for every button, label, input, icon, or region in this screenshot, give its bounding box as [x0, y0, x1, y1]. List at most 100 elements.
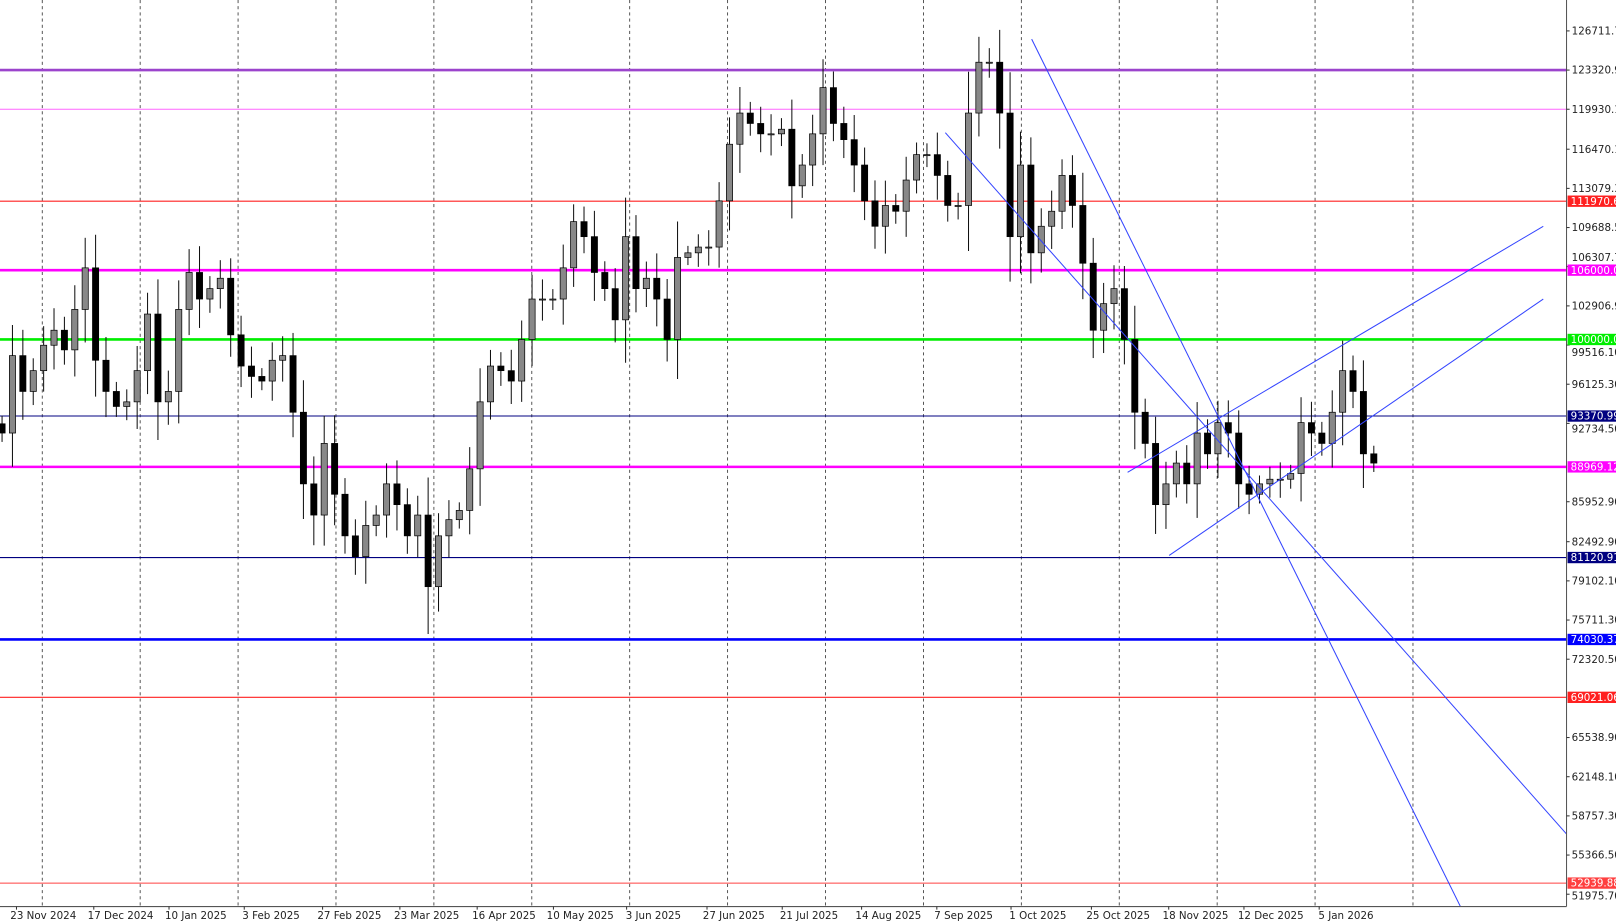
candle	[881, 180, 889, 254]
candle-body	[50, 329, 58, 346]
x-tick-label: 16 Apr 2025	[472, 910, 536, 922]
descending-channel-lower	[944, 132, 1616, 891]
candle	[622, 197, 630, 363]
candle	[1349, 355, 1357, 409]
candle	[112, 381, 120, 417]
candle	[466, 447, 474, 535]
candle	[892, 194, 900, 224]
candle-body	[549, 298, 557, 301]
candle	[1193, 402, 1201, 518]
level-price-label-bg	[1567, 633, 1616, 646]
candle	[809, 114, 817, 187]
candle-body	[248, 365, 255, 377]
level-price-label-bg	[1567, 333, 1616, 346]
candle	[528, 274, 536, 367]
candle	[1224, 400, 1232, 458]
candle	[164, 370, 172, 425]
trendlines	[944, 38, 1616, 913]
candle	[1370, 445, 1378, 472]
candle-body	[1079, 205, 1087, 264]
candle-body	[196, 272, 203, 300]
candle-body	[19, 355, 27, 392]
candle-body	[445, 519, 453, 537]
candle-body	[362, 525, 370, 557]
candle	[29, 358, 37, 406]
x-tick-label: 5 Jan 2026	[1318, 910, 1373, 922]
candle-body	[237, 334, 245, 367]
level-price-label: 69021.06	[1571, 692, 1616, 704]
candle	[310, 456, 318, 546]
x-tick-label: 18 Nov 2025	[1163, 910, 1229, 922]
candle	[985, 48, 993, 78]
candle	[92, 234, 100, 397]
candle-body	[642, 277, 650, 290]
candle	[1120, 265, 1128, 365]
candle-body	[1152, 443, 1160, 506]
y-tick-label: 126711.70	[1572, 26, 1616, 38]
candle-body	[289, 355, 297, 413]
candle	[424, 477, 432, 635]
y-tick-label: 79102.10	[1572, 575, 1616, 587]
level-price-label-bg	[1567, 410, 1616, 422]
candle	[341, 478, 349, 554]
candle-body	[798, 164, 806, 187]
candle	[1068, 155, 1076, 228]
ascending-channel-lower	[1168, 298, 1544, 556]
candle	[736, 87, 744, 173]
level-price-label: 106000.00	[1571, 265, 1616, 277]
candle-body	[954, 205, 962, 207]
candle-body	[705, 246, 713, 249]
candle	[279, 336, 287, 382]
candle-body	[414, 514, 422, 537]
level-price-label: 93370.99	[1571, 411, 1616, 423]
candle	[653, 253, 661, 327]
candle-body	[476, 401, 484, 470]
y-tick-label: 96125.30	[1572, 379, 1616, 391]
candle-body	[227, 277, 235, 336]
candle-body	[487, 365, 494, 403]
candle-body	[1120, 288, 1128, 340]
candle-body	[29, 370, 37, 392]
x-tick-label: 23 Nov 2024	[10, 910, 76, 922]
candle	[663, 278, 671, 362]
x-tick-label: 10 May 2025	[547, 910, 614, 922]
candle-body	[133, 370, 141, 403]
candle-body	[663, 298, 671, 340]
candle	[1256, 475, 1263, 504]
candle-body	[507, 370, 515, 382]
candle	[871, 180, 879, 249]
descending-channel-upper	[1031, 38, 1464, 913]
candle-body	[1349, 370, 1357, 392]
candle	[1318, 421, 1326, 456]
y-tick-label: 92734.50	[1572, 424, 1616, 436]
level-price-label-bg	[1567, 877, 1616, 889]
candle	[1110, 265, 1118, 330]
candle-body	[538, 298, 546, 301]
candle	[9, 324, 16, 467]
y-tick-label: 113079.30	[1572, 183, 1616, 195]
candle	[331, 415, 339, 526]
y-tick-label: 85952.90	[1572, 496, 1616, 508]
candle	[538, 279, 546, 321]
candle	[1183, 445, 1191, 504]
candle	[175, 280, 183, 424]
candle	[196, 246, 203, 328]
candle-body	[1297, 422, 1305, 474]
candle	[715, 182, 723, 268]
candle-body	[341, 493, 349, 537]
candle-body	[861, 164, 869, 202]
candle-body	[466, 468, 474, 511]
candle-body	[331, 443, 339, 495]
candle-body	[1328, 411, 1336, 444]
x-tick-label: 12 Dec 2025	[1238, 910, 1304, 922]
candle-body	[81, 267, 89, 310]
candle	[1079, 172, 1087, 300]
level-price-label: 52939.88	[1571, 878, 1616, 890]
candle-body	[154, 313, 162, 403]
candle-body	[1006, 112, 1014, 238]
candle-body	[601, 272, 609, 290]
candle-body	[528, 298, 536, 340]
y-tick-label: 109688.50	[1572, 222, 1616, 234]
